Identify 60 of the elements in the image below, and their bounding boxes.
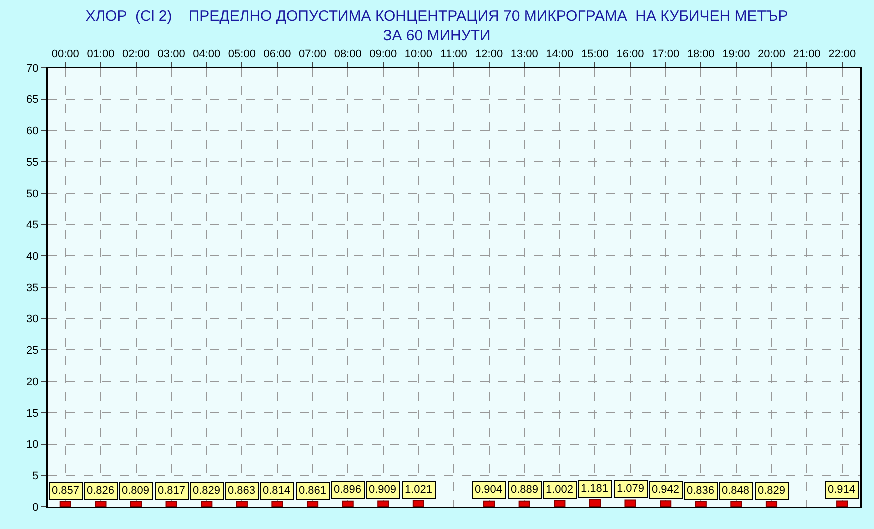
data-label: 0.809 bbox=[122, 485, 150, 497]
data-label: 1.021 bbox=[405, 484, 433, 496]
chart-title: ХЛОР (Cl 2) ПРЕДЕЛНО ДОПУСТИМА КОНЦЕНТРАЦИЯ 70 МИКРОГРАМА НА КУБИЧЕН МЕТЪР ЗА 60 МИНУТИ bbox=[86, 8, 788, 45]
x-tick-label: 14:00 bbox=[546, 48, 574, 61]
data-label: 1.181 bbox=[581, 483, 609, 495]
x-tick-label: 12:00 bbox=[476, 48, 504, 61]
data-label: 0.829 bbox=[758, 485, 786, 497]
data-label: 0.914 bbox=[828, 484, 856, 496]
data-label: 0.826 bbox=[87, 485, 115, 497]
y-tick-label: 55 bbox=[26, 156, 39, 169]
x-tick-label: 07:00 bbox=[299, 48, 327, 61]
data-label: 0.817 bbox=[158, 485, 186, 497]
data-label: 1.002 bbox=[546, 484, 574, 496]
data-label: 0.857 bbox=[52, 485, 80, 497]
x-tick-label: 16:00 bbox=[616, 48, 644, 61]
data-label: 0.942 bbox=[652, 484, 680, 496]
x-tick-label: 10:00 bbox=[404, 48, 432, 61]
data-label: 0.829 bbox=[193, 485, 221, 497]
x-tick-label: 03:00 bbox=[158, 48, 186, 61]
x-tick-label: 00:00 bbox=[52, 48, 80, 61]
x-tick-label: 13:00 bbox=[510, 48, 538, 61]
x-tick-label: 04:00 bbox=[193, 48, 221, 61]
x-tick-label: 15:00 bbox=[581, 48, 609, 61]
data-label: 0.814 bbox=[263, 485, 291, 497]
x-tick-label: 20:00 bbox=[758, 48, 786, 61]
y-tick-label: 5 bbox=[32, 470, 39, 482]
x-tick-label: 17:00 bbox=[652, 48, 680, 61]
data-label: 0.861 bbox=[299, 485, 327, 497]
x-tick-label: 11:00 bbox=[440, 48, 468, 61]
x-tick-label: 08:00 bbox=[334, 48, 362, 61]
data-label: 0.889 bbox=[511, 484, 539, 496]
y-tick-label: 20 bbox=[26, 376, 39, 388]
data-label: 0.896 bbox=[334, 484, 362, 496]
x-tick-label: 09:00 bbox=[370, 48, 398, 61]
y-tick-label: 30 bbox=[26, 314, 39, 326]
y-tick-label: 25 bbox=[26, 345, 39, 358]
x-tick-label: 01:00 bbox=[87, 48, 115, 61]
data-label: 0.909 bbox=[369, 484, 397, 496]
y-tick-label: 40 bbox=[26, 250, 39, 263]
x-tick-label: 18:00 bbox=[687, 48, 715, 61]
y-tick-label: 50 bbox=[26, 188, 39, 200]
y-tick-label: 10 bbox=[26, 439, 39, 452]
x-tick-label: 05:00 bbox=[228, 48, 256, 61]
data-label: 0.863 bbox=[228, 485, 256, 497]
data-label: 0.836 bbox=[687, 485, 715, 497]
y-tick-label: 0 bbox=[32, 502, 39, 514]
y-tick-label: 60 bbox=[26, 126, 39, 138]
data-label: 0.848 bbox=[722, 485, 750, 497]
data-label: 0.904 bbox=[475, 484, 503, 496]
x-tick-label: 22:00 bbox=[828, 48, 856, 61]
x-tick-label: 19:00 bbox=[722, 48, 750, 61]
x-tick-label: 02:00 bbox=[122, 48, 150, 61]
y-tick-label: 15 bbox=[26, 408, 39, 420]
data-label: 1.079 bbox=[617, 483, 645, 495]
y-tick-label: 45 bbox=[26, 220, 39, 232]
x-tick-label: 21:00 bbox=[793, 48, 821, 61]
y-tick-label: 35 bbox=[26, 282, 39, 294]
y-tick-label: 70 bbox=[26, 62, 39, 75]
y-tick-label: 65 bbox=[26, 94, 39, 106]
x-tick-label: 06:00 bbox=[264, 48, 292, 61]
